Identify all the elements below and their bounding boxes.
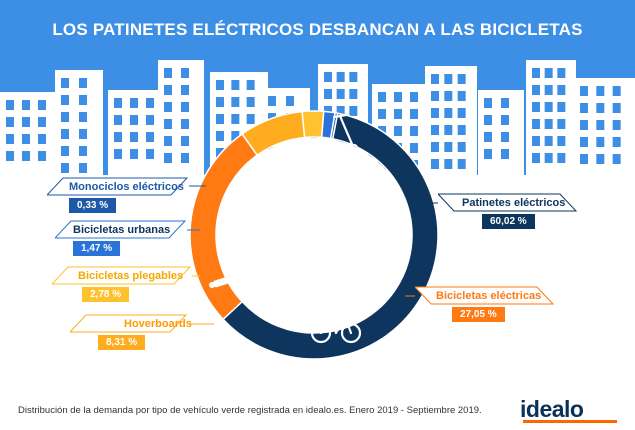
label-bicicletas-urbanas-name: Bicicletas urbanas xyxy=(73,224,171,236)
label-hoverboards: Hoverboards 8,31 % xyxy=(70,314,192,352)
label-bicicletas-electricas-name: Bicicletas eléctricas xyxy=(436,290,542,302)
label-bicicletas-plegables-name: Bicicletas plegables xyxy=(78,270,184,282)
label-bicicletas-electricas-value: 27,05 % xyxy=(452,307,505,322)
label-monociclos-value: 0,33 % xyxy=(69,198,117,213)
label-patinetes: Patinetes eléctricos 60,02 % xyxy=(438,193,578,231)
logo-underline xyxy=(523,420,617,423)
label-bicicletas-plegables: Bicicletas plegables 2,78 % xyxy=(52,266,192,304)
label-bicicletas-urbanas-value: 1,47 % xyxy=(73,241,121,256)
label-patinetes-name: Patinetes eléctricos xyxy=(462,197,566,209)
label-bicicletas-urbanas: Bicicletas urbanas 1,47 % xyxy=(55,220,187,258)
building xyxy=(425,66,477,175)
footer-note: Distribución de la demanda por tipo de v… xyxy=(18,405,482,416)
hoverboard-icon xyxy=(209,275,237,288)
slice-patinetes xyxy=(222,112,439,360)
slice-bicicletas-plegables xyxy=(301,110,325,139)
label-monociclos: Monociclos eléctricos 0,33 % xyxy=(47,177,189,215)
idealo-logo: idealo xyxy=(520,396,584,422)
bicycle-icon xyxy=(310,309,362,344)
donut-hole xyxy=(217,138,411,332)
label-patinetes-value: 60,02 % xyxy=(482,214,535,229)
scooter-icon xyxy=(326,113,359,153)
label-bicicletas-electricas: Bicicletas eléctricas 27,05 % xyxy=(415,286,555,324)
label-monociclos-name: Monociclos eléctricos xyxy=(69,181,184,193)
label-bicicletas-plegables-value: 2,78 % xyxy=(82,287,130,302)
page-title: LOS PATINETES ELÉCTRICOS DESBANCAN A LAS… xyxy=(52,20,583,39)
slice-monociclos xyxy=(329,111,339,140)
label-hoverboards-name: Hoverboards xyxy=(124,318,192,330)
label-hoverboards-value: 8,31 % xyxy=(98,335,146,350)
